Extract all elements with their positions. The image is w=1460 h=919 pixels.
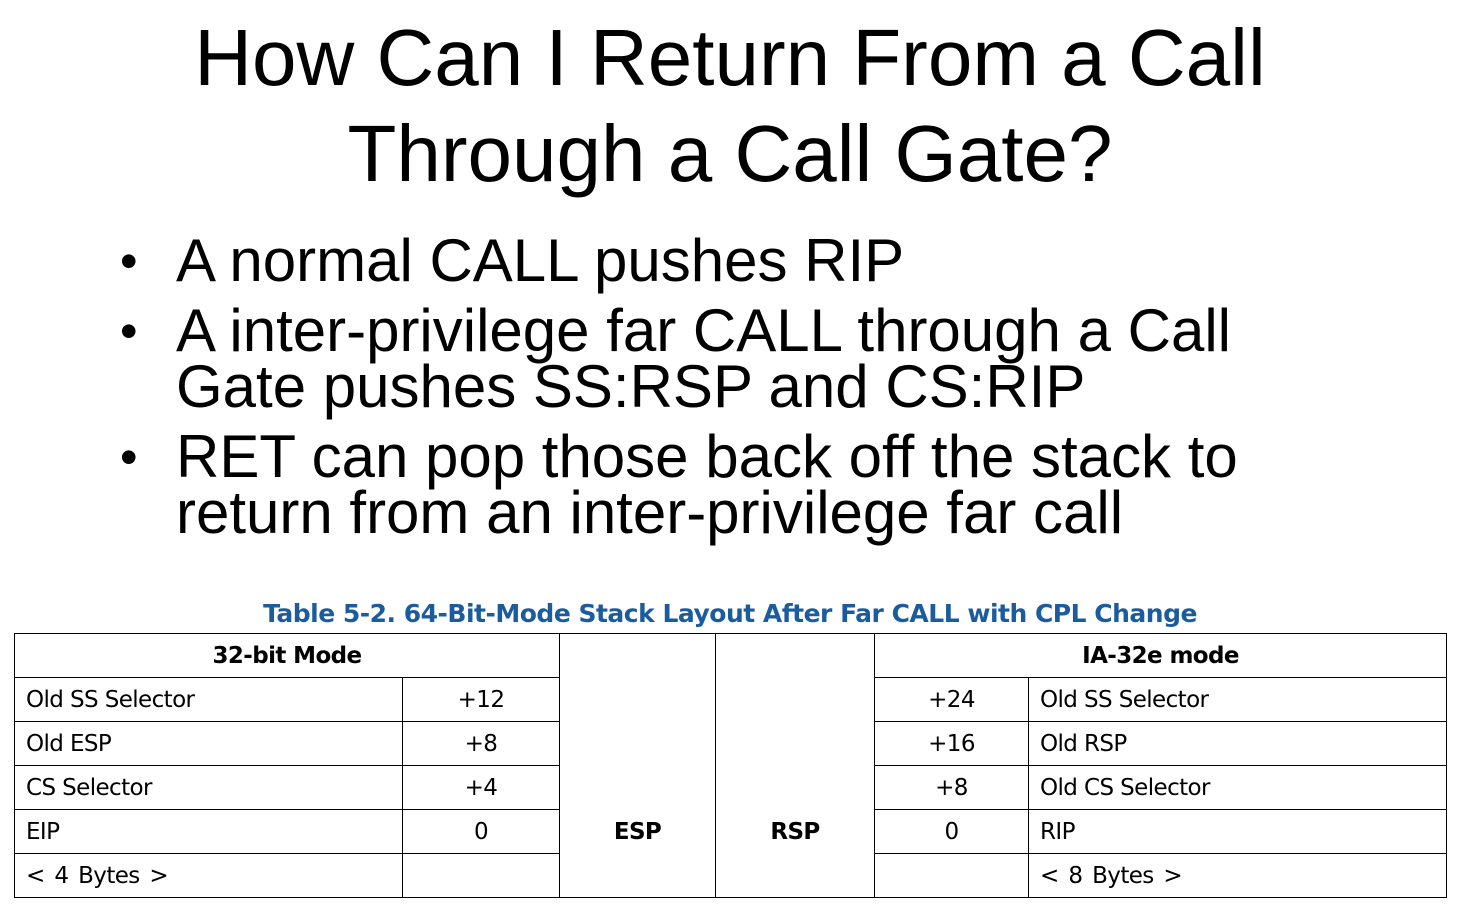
- left-label-cell: CS Selector: [14, 765, 403, 810]
- bullet-text-continuation: Gate pushes SS:RSP and CS:RIP: [176, 353, 1086, 420]
- right-width-note: < 8 Bytes >: [1028, 853, 1447, 898]
- table-row: CS Selector +4 +8 Old CS Selector: [14, 765, 1447, 810]
- spacer-cell: [560, 766, 716, 810]
- bullet-dot: •: [120, 429, 138, 485]
- left-offset-cell: +12: [402, 677, 560, 722]
- stack-layout-table: 32-bit Mode IA-32e mode Old SS Selector …: [14, 633, 1447, 898]
- spacer-cell: [559, 633, 716, 678]
- right-label-cell: Old SS Selector: [1028, 677, 1447, 722]
- bullet-item: • A normal CALL pushes RIP: [120, 227, 1420, 294]
- right-offset-cell: [874, 853, 1029, 898]
- slide-title: How Can I Return From a Call Through a C…: [0, 10, 1460, 202]
- left-label-cell: EIP: [14, 809, 403, 854]
- spacer-cell: [715, 677, 875, 722]
- left-offset-cell: 0: [402, 809, 560, 854]
- bullet-text: RET can pop those back off the stack to: [176, 423, 1238, 490]
- right-offset-cell: +16: [874, 721, 1029, 766]
- bullet-list: • A normal CALL pushes RIP • A inter-pri…: [120, 227, 1420, 555]
- bullet-item: • A inter-privilege far CALL through a C…: [120, 297, 1420, 420]
- left-label-cell: Old SS Selector: [14, 677, 403, 722]
- spacer-cell: [715, 633, 875, 678]
- table-header-row: 32-bit Mode IA-32e mode: [14, 633, 1447, 678]
- right-label-cell: Old RSP: [1028, 721, 1447, 766]
- slide-title-line-1: How Can I Return From a Call: [194, 13, 1266, 102]
- header-ia32e-mode: IA-32e mode: [874, 633, 1447, 678]
- right-label-cell: RIP: [1028, 809, 1447, 854]
- bullet-text-continuation: return from an inter-privilege far call: [176, 479, 1124, 546]
- bullet-text: A inter-privilege far CALL through a Cal…: [176, 297, 1231, 364]
- bullet-dot: •: [120, 303, 138, 359]
- bullet-text: A normal CALL pushes RIP: [176, 227, 905, 294]
- right-label-cell: Old CS Selector: [1028, 765, 1447, 810]
- right-offset-cell: +24: [874, 677, 1029, 722]
- slide-title-line-2: Through a Call Gate?: [347, 109, 1113, 198]
- right-offset-cell: 0: [874, 809, 1029, 854]
- table-row: EIP 0 ESP RSP 0 RIP: [14, 809, 1447, 854]
- table-row: < 4 Bytes > < 8 Bytes >: [14, 853, 1447, 898]
- left-label-cell: Old ESP: [14, 721, 403, 766]
- bullet-dot: •: [120, 233, 138, 289]
- spacer-cell: [559, 853, 716, 898]
- spacer-cell: [715, 765, 875, 810]
- table-caption: Table 5-2. 64-Bit-Mode Stack Layout Afte…: [263, 599, 1197, 628]
- right-offset-cell: +8: [874, 765, 1029, 810]
- header-32bit-mode: 32-bit Mode: [14, 633, 560, 678]
- left-width-note: < 4 Bytes >: [14, 853, 403, 898]
- bullet-item: • RET can pop those back off the stack t…: [120, 423, 1420, 546]
- table-row: Old SS Selector +12 +24 Old SS Selector: [14, 677, 1447, 722]
- esp-pointer-label: ESP: [613, 818, 662, 845]
- rsp-pointer-label: RSP: [715, 809, 875, 854]
- spacer-cell: [715, 721, 875, 766]
- spacer-cell: [560, 678, 716, 722]
- spacer-cell: [715, 853, 875, 898]
- left-offset-cell: [402, 853, 560, 898]
- table-row: Old ESP +8 +16 Old RSP: [14, 721, 1447, 766]
- left-offset-cell: +4: [402, 765, 560, 810]
- left-offset-cell: +8: [402, 721, 560, 766]
- spacer-cell: [560, 722, 716, 766]
